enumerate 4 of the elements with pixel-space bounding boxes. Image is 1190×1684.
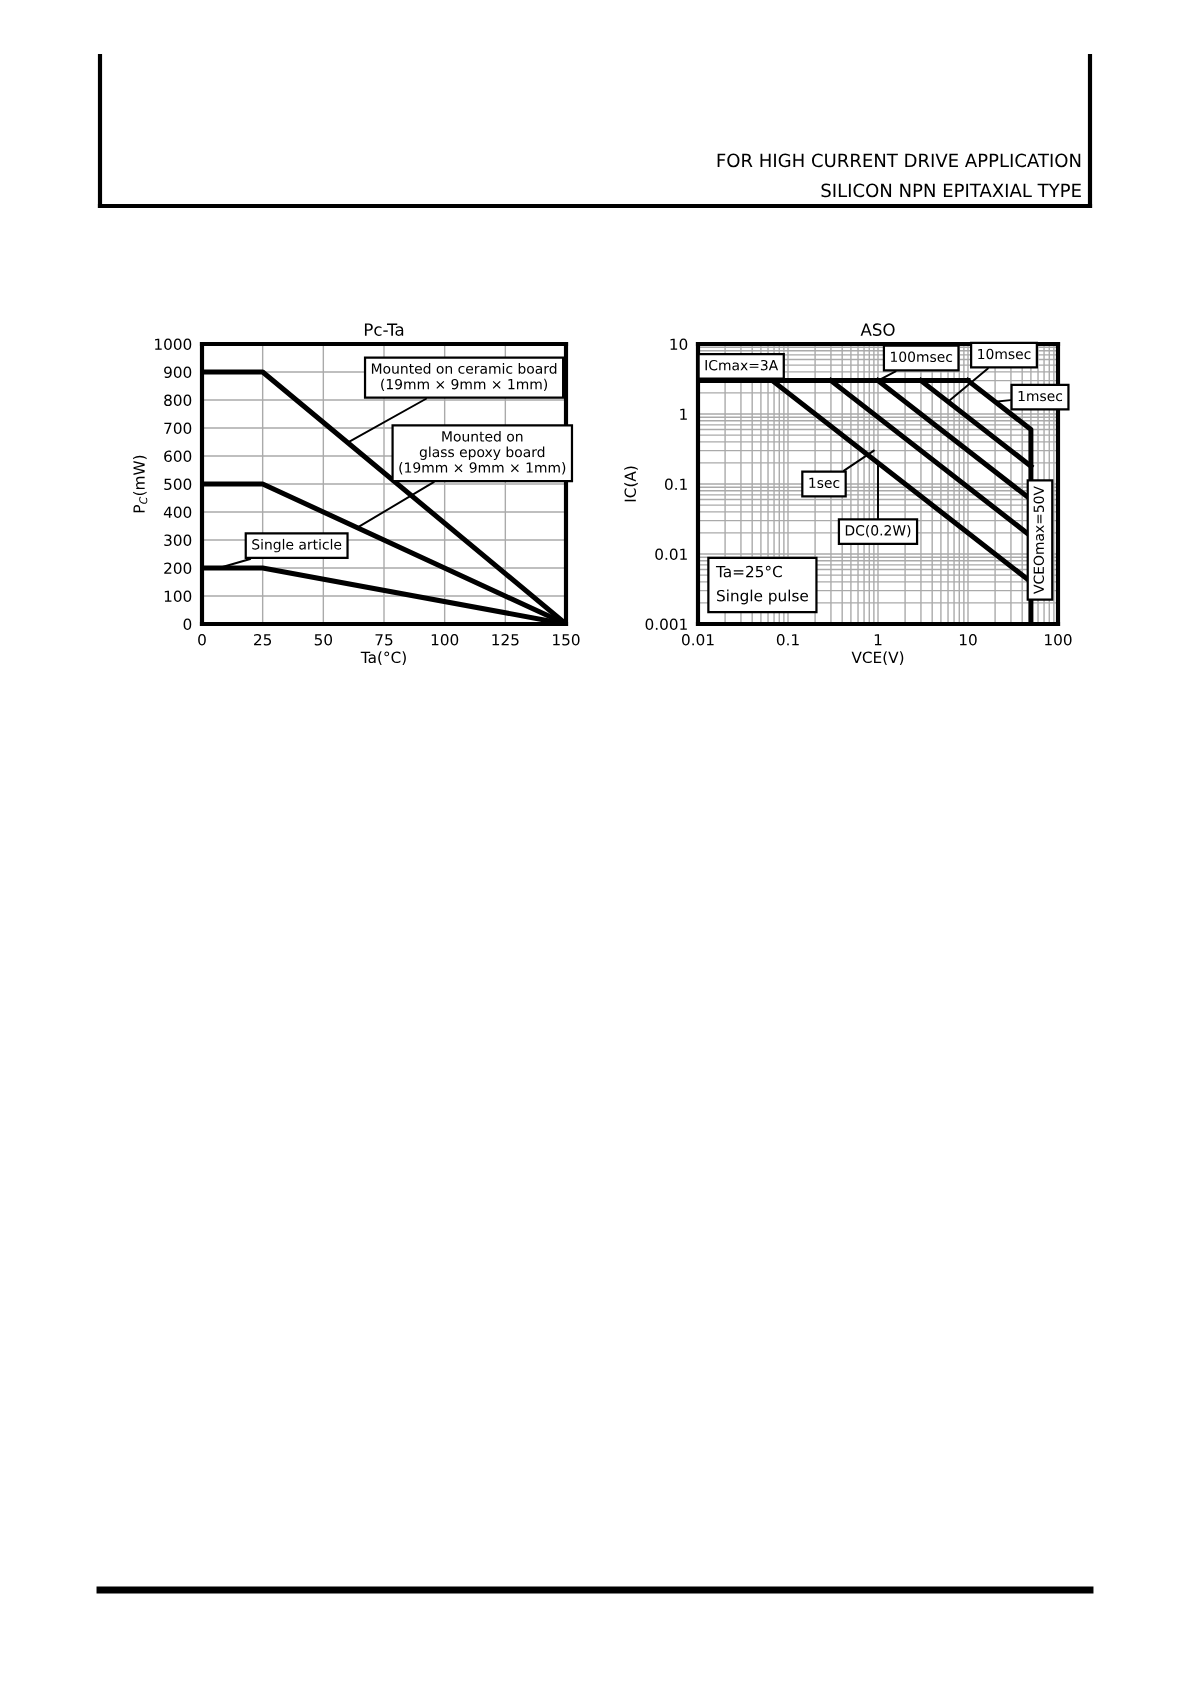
- text: FOR HIGH CURRENT DRIVE APPLICATION: [717, 153, 1081, 168]
- text: SILICON NPN EPITAXIAL TYPE: [821, 183, 1081, 198]
- chart-title: ASO: [860, 323, 895, 336]
- chart-title: Pc-Ta: [364, 323, 404, 336]
